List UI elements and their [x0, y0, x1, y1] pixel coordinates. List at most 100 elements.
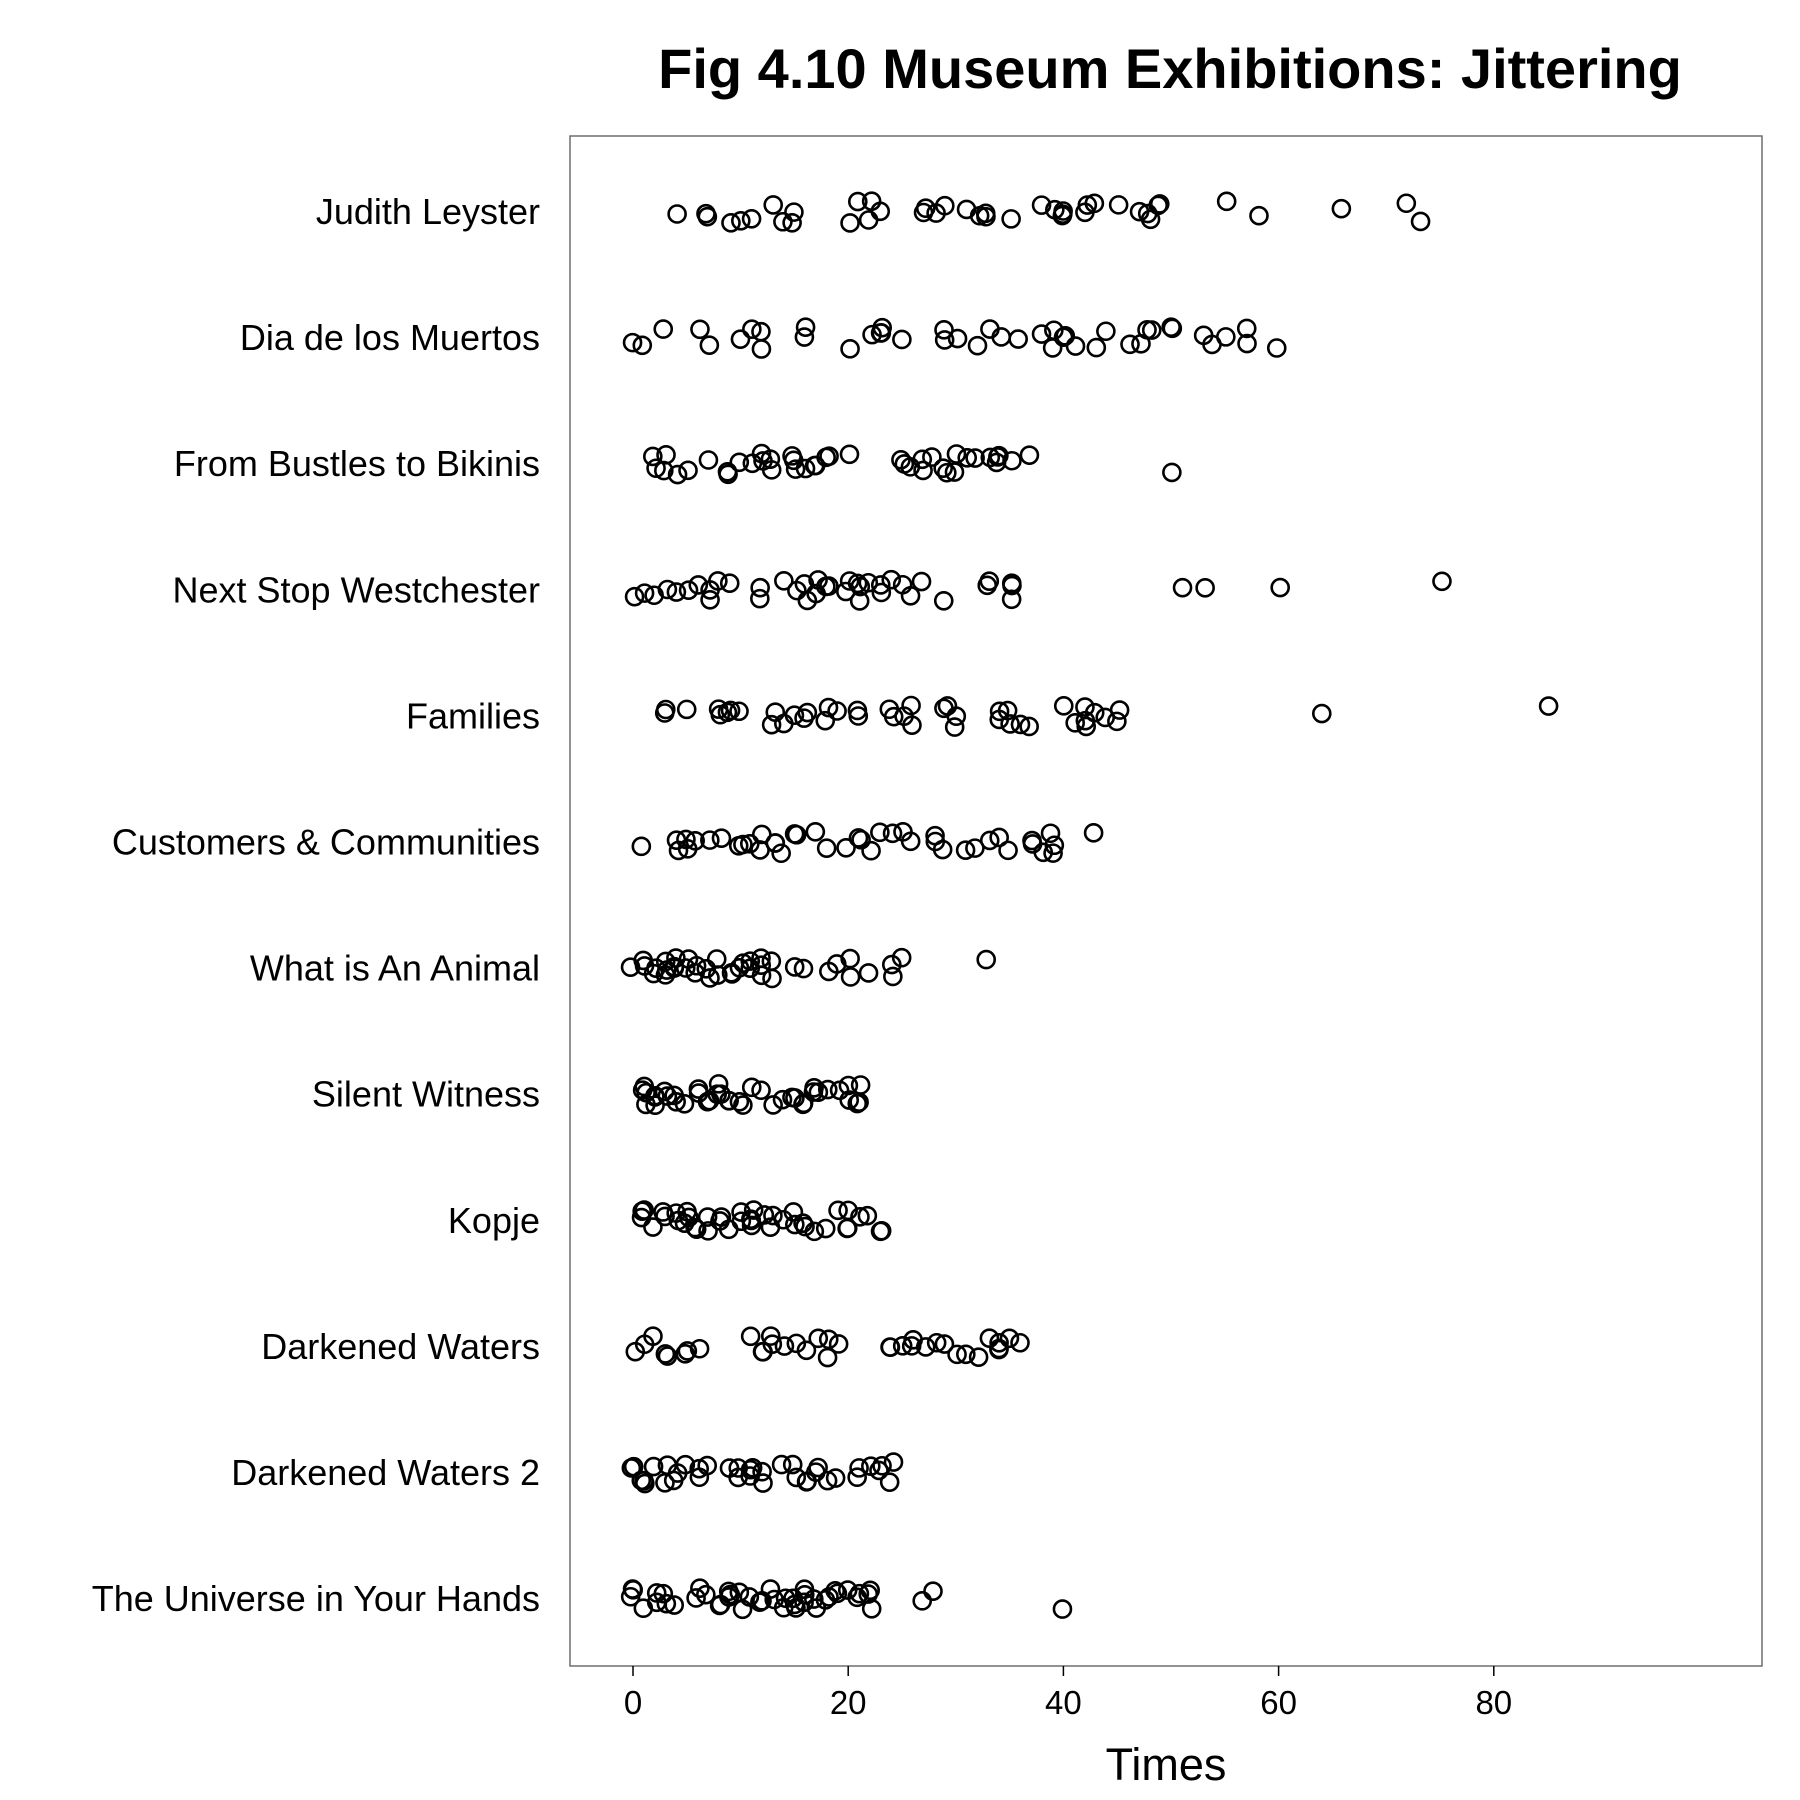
data-point — [912, 449, 933, 470]
data-point — [900, 585, 921, 606]
data-point — [965, 838, 985, 858]
data-point — [718, 464, 738, 485]
data-point — [761, 460, 782, 480]
data-point — [690, 319, 710, 340]
data-point — [1002, 450, 1022, 471]
data-point — [882, 823, 903, 844]
data-point — [696, 958, 717, 979]
data-point — [840, 339, 860, 359]
data-point — [989, 1338, 1009, 1359]
data-point — [913, 460, 933, 481]
data-point — [771, 843, 791, 864]
data-point — [643, 1326, 663, 1346]
data-point — [643, 963, 664, 984]
data-point — [771, 1454, 792, 1475]
data-point — [980, 447, 1001, 468]
data-point — [957, 448, 978, 468]
data-point — [786, 1333, 807, 1354]
data-point — [750, 577, 770, 598]
data-point — [794, 327, 815, 347]
data-point — [819, 576, 839, 596]
x-axis-title: Times — [1106, 1739, 1227, 1790]
data-point — [1000, 714, 1020, 734]
data-point — [685, 1217, 705, 1238]
data-point — [923, 1581, 943, 1602]
data-point — [782, 1454, 803, 1475]
data-point — [643, 446, 663, 467]
data-point — [785, 459, 806, 479]
data-point — [1084, 193, 1105, 214]
data-point — [762, 1334, 783, 1355]
category-labels: Judith Leyster Dia de los Muertos From Bus… — [92, 191, 540, 1619]
data-point — [1022, 830, 1042, 851]
data-point — [674, 1093, 695, 1114]
data-point — [773, 211, 793, 232]
data-point — [1107, 711, 1127, 732]
data-point — [729, 701, 749, 722]
data-point — [643, 1217, 663, 1237]
data-point — [1031, 324, 1052, 344]
data-point — [825, 1581, 846, 1601]
data-point — [900, 831, 921, 852]
data-point — [631, 836, 652, 857]
data-point — [979, 571, 1000, 591]
data-point — [783, 1202, 804, 1222]
data-point — [654, 460, 674, 481]
data-point — [632, 335, 653, 356]
data-point — [699, 335, 720, 355]
data-point — [760, 449, 781, 469]
data-point — [880, 1337, 901, 1358]
data-point — [988, 447, 1008, 467]
data-point — [1019, 445, 1040, 465]
data-point — [933, 458, 953, 478]
data-point — [666, 948, 686, 968]
data-point — [989, 701, 1010, 722]
data-point — [720, 700, 741, 721]
data-point — [784, 957, 805, 977]
data-point — [729, 452, 750, 473]
data-point — [818, 697, 839, 718]
data-point — [1075, 697, 1095, 717]
data-point — [686, 955, 707, 976]
data-point — [850, 1207, 870, 1227]
data-point — [934, 330, 955, 350]
data-point — [1001, 589, 1022, 610]
data-point — [1108, 195, 1129, 215]
data-point — [817, 1470, 838, 1491]
data-point — [708, 699, 729, 719]
data-point — [655, 1344, 676, 1364]
data-point — [685, 830, 705, 851]
data-point — [937, 462, 957, 483]
data-point — [956, 1344, 976, 1365]
data-point — [697, 206, 718, 227]
data-point — [881, 954, 902, 975]
data-point — [655, 699, 676, 720]
category-label: What is An Animal — [250, 948, 540, 989]
data-point — [1065, 713, 1085, 733]
data-point — [871, 582, 892, 603]
data-point — [967, 335, 988, 356]
data-point — [858, 572, 879, 593]
data-point — [1010, 714, 1031, 735]
data-point — [1432, 571, 1452, 592]
data-point — [624, 586, 645, 607]
data-point — [828, 1334, 849, 1354]
data-point — [657, 579, 678, 600]
data-point — [636, 1082, 656, 1103]
data-point — [1043, 843, 1063, 863]
data-point — [795, 317, 816, 338]
category-label: Silent Witness — [312, 1074, 540, 1115]
data-point — [728, 835, 749, 856]
data-point — [1137, 320, 1157, 340]
data-point — [935, 195, 955, 216]
data-point — [847, 1467, 867, 1488]
data-point — [815, 710, 836, 731]
data-point — [840, 948, 860, 969]
data-point — [784, 824, 805, 844]
data-point — [1053, 696, 1074, 716]
data-point — [870, 201, 891, 222]
data-point — [912, 1591, 933, 1611]
data-point — [634, 583, 655, 603]
data-point — [696, 1584, 716, 1605]
